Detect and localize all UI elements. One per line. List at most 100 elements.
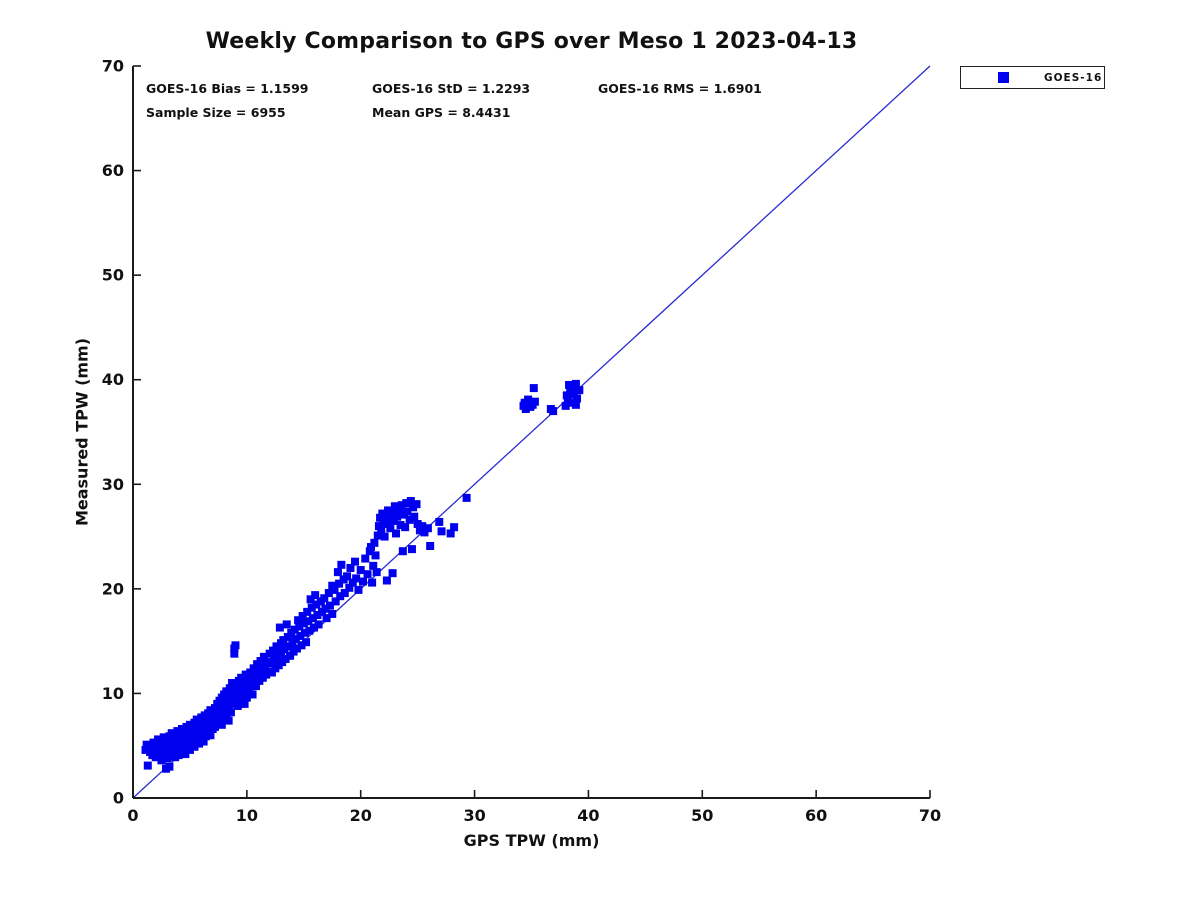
scatter-point: [163, 754, 172, 763]
scatter-point: [376, 513, 385, 522]
scatter-point: [333, 568, 342, 577]
scatter-point: [382, 576, 391, 585]
scatter-point: [403, 507, 412, 516]
scatter-point: [205, 720, 214, 729]
scatter-point: [251, 682, 260, 691]
scatter-point: [247, 678, 256, 687]
scatter-point: [314, 620, 323, 629]
scatter-point: [571, 400, 580, 409]
scatter-point: [423, 524, 432, 533]
scatter-point: [530, 397, 539, 406]
scatter-point: [214, 708, 223, 717]
scatter-point: [179, 744, 188, 753]
scatter-point: [368, 578, 377, 587]
scatter-point: [366, 543, 375, 552]
scatter-point: [272, 642, 281, 651]
scatter-point: [346, 563, 355, 572]
scatter-point: [142, 740, 151, 749]
scatter-point: [143, 761, 152, 770]
scatter-point: [229, 689, 238, 698]
scatter-point: [573, 394, 582, 403]
scatter-point: [266, 659, 275, 668]
scatter-point: [240, 699, 249, 708]
scatter-point: [388, 569, 397, 578]
scatter-point: [189, 731, 198, 740]
scatter-point: [283, 632, 292, 641]
scatter-point: [281, 654, 290, 663]
scatter-point: [250, 672, 259, 681]
scatter-point: [284, 642, 293, 651]
y-tick-label: 30: [102, 475, 124, 494]
y-tick-label: 40: [102, 370, 124, 389]
scatter-point: [242, 680, 251, 689]
scatter-point: [173, 727, 182, 736]
x-tick-label: 0: [127, 806, 138, 825]
scatter-point: [562, 391, 571, 400]
scatter-point: [324, 589, 333, 598]
scatter-point: [369, 561, 378, 570]
scatter-point: [259, 652, 268, 661]
scatter-point: [217, 720, 226, 729]
scatter-point: [296, 631, 305, 640]
scatter-point: [165, 747, 174, 756]
x-tick-label: 40: [577, 806, 599, 825]
scatter-point: [413, 520, 422, 529]
scatter-point: [331, 597, 340, 606]
scatter-point: [183, 740, 192, 749]
scatter-point: [141, 745, 150, 754]
scatter-point: [210, 704, 219, 713]
scatter-point: [389, 516, 398, 525]
y-tick-label: 50: [102, 266, 124, 285]
scatter-point: [206, 706, 215, 715]
scatter-point: [199, 737, 208, 746]
scatter-point: [371, 551, 380, 560]
scatter-point: [192, 735, 201, 744]
legend-square-marker-icon: [998, 72, 1009, 83]
scatter-point: [181, 750, 190, 759]
scatter-point: [294, 616, 303, 625]
scatter-point: [396, 521, 405, 530]
y-tick-label: 20: [102, 579, 124, 598]
x-tick-label: 30: [463, 806, 485, 825]
scatter-point: [420, 528, 429, 537]
y-tick-label: 70: [102, 57, 124, 76]
scatter-point: [307, 603, 316, 612]
scatter-point: [337, 560, 346, 569]
scatter-point: [245, 685, 254, 694]
scatter-point: [237, 673, 246, 682]
scatter-point: [435, 517, 444, 526]
scatter-point: [233, 685, 242, 694]
scatter-point: [345, 583, 354, 592]
scatter-point: [240, 687, 249, 696]
scatter-point: [203, 716, 212, 725]
scatter-point: [322, 614, 331, 623]
scatter-point: [372, 568, 381, 577]
scatter-point: [256, 657, 265, 666]
scatter-point: [370, 538, 379, 547]
scatter-point: [571, 379, 580, 388]
scatter-point: [348, 578, 357, 587]
scatter-point: [195, 739, 204, 748]
scatter-point: [261, 662, 270, 671]
scatter-point: [157, 756, 166, 765]
scatter-point: [165, 762, 174, 771]
scatter-point: [236, 697, 245, 706]
chart-title: Weekly Comparison to GPS over Meso 1 202…: [205, 29, 858, 54]
scatter-point: [241, 670, 250, 679]
scatter-point: [297, 641, 306, 650]
scatter-point: [206, 731, 215, 740]
scatter-point: [412, 500, 421, 509]
scatter-point: [462, 493, 471, 502]
scatter-point: [446, 529, 455, 538]
scatter-point: [231, 641, 240, 650]
scatter-point: [267, 668, 276, 677]
scatter-point: [218, 706, 227, 715]
x-axis-label: GPS TPW (mm): [463, 831, 600, 850]
scatter-point: [226, 708, 235, 717]
scatter-point: [279, 636, 288, 645]
scatter-point: [191, 727, 200, 736]
scatter-point: [569, 390, 578, 399]
scatter-point: [195, 720, 204, 729]
stat-goes16-rms: GOES-16 RMS = 1.6901: [598, 81, 762, 96]
scatter-point: [308, 614, 317, 623]
